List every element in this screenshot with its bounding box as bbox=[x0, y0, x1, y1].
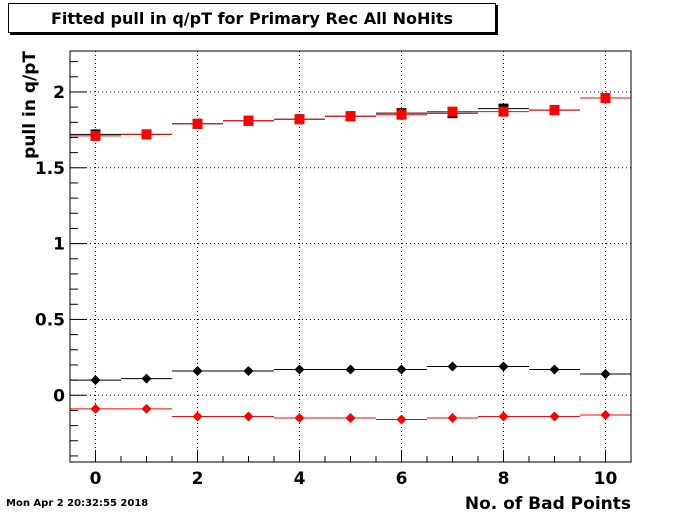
diamond-marker bbox=[549, 411, 560, 422]
square-marker bbox=[192, 118, 203, 129]
x-tick-label: 2 bbox=[192, 469, 204, 489]
diamond-marker bbox=[141, 403, 152, 414]
square-marker bbox=[90, 130, 101, 141]
diamond-marker bbox=[294, 364, 305, 375]
diamond-marker bbox=[498, 411, 509, 422]
axis-ticks bbox=[69, 61, 632, 462]
data-markers bbox=[90, 93, 611, 425]
y-tick-label: 0.5 bbox=[35, 310, 65, 330]
square-marker bbox=[498, 106, 509, 117]
diamond-marker bbox=[600, 369, 611, 380]
x-tick-label: 8 bbox=[498, 469, 510, 489]
square-marker bbox=[345, 111, 356, 122]
square-marker bbox=[447, 106, 458, 117]
x-axis-title: No. of Bad Points bbox=[465, 494, 631, 514]
diamond-marker bbox=[243, 366, 254, 377]
diamond-marker bbox=[396, 364, 407, 375]
square-marker bbox=[549, 105, 560, 116]
square-marker bbox=[141, 129, 152, 140]
y-tick-label: 0 bbox=[53, 386, 65, 406]
diamond-marker bbox=[90, 403, 101, 414]
diamond-marker bbox=[345, 364, 356, 375]
chart-title-box: Fitted pull in q/pT for Primary Rec All … bbox=[8, 3, 496, 33]
y-tick-label: 2 bbox=[53, 83, 65, 103]
square-marker bbox=[396, 109, 407, 120]
chart-title: Fitted pull in q/pT for Primary Rec All … bbox=[50, 9, 454, 28]
x-tick-label: 0 bbox=[90, 469, 102, 489]
diamond-marker bbox=[447, 413, 458, 424]
diamond-marker bbox=[90, 375, 101, 386]
y-axis-title: pull in q/pT bbox=[20, 51, 40, 159]
square-marker bbox=[243, 115, 254, 126]
diamond-marker bbox=[549, 364, 560, 375]
diamond-marker bbox=[447, 361, 458, 372]
x-tick-label: 6 bbox=[396, 469, 408, 489]
y-tick-label: 1.5 bbox=[35, 159, 65, 179]
diamond-marker bbox=[192, 411, 203, 422]
diamond-marker bbox=[192, 366, 203, 377]
diamond-marker bbox=[345, 413, 356, 424]
diamond-marker bbox=[243, 411, 254, 422]
square-marker bbox=[600, 93, 611, 104]
square-marker bbox=[294, 114, 305, 125]
tick-labels: 0 2 4 6 8 10 0 0.5 1 1.5 2 bbox=[35, 83, 618, 489]
diamond-marker bbox=[600, 409, 611, 420]
diamond-marker bbox=[396, 414, 407, 425]
timestamp: Mon Apr 2 20:32:55 2018 bbox=[6, 498, 149, 509]
diamond-marker bbox=[498, 361, 509, 372]
diamond-marker bbox=[141, 373, 152, 384]
x-tick-label: 10 bbox=[594, 469, 618, 489]
diamond-marker bbox=[294, 413, 305, 424]
x-tick-label: 4 bbox=[294, 469, 306, 489]
y-tick-label: 1 bbox=[53, 235, 65, 255]
